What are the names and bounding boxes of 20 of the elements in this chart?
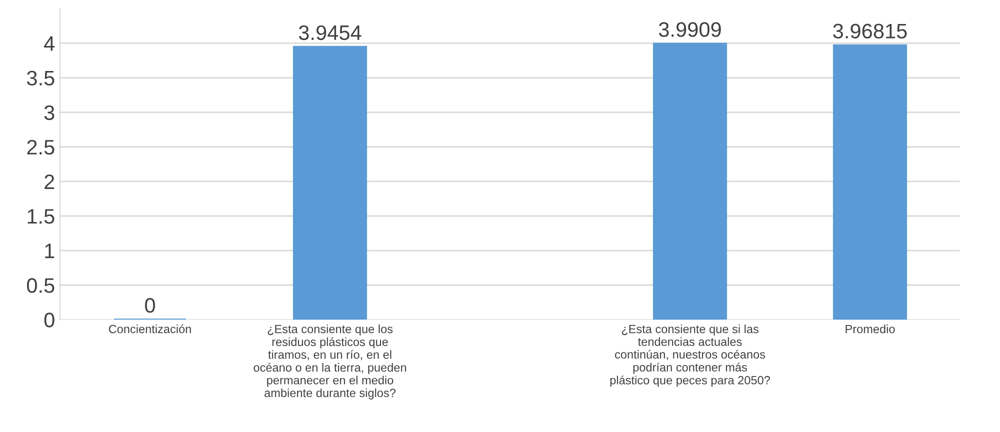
y-tick-label: 3.5 <box>26 70 54 86</box>
bar <box>652 42 728 320</box>
data-label: 3.96815 <box>833 24 907 39</box>
bar <box>292 46 368 320</box>
y-tick-label: 1.5 <box>28 209 54 224</box>
y-tick-label: 4 <box>44 36 55 51</box>
y-tick-label: 2 <box>44 174 54 189</box>
x-tick-label: Concientización <box>108 324 191 334</box>
bar <box>832 44 908 320</box>
y-tick-label: 3 <box>44 105 54 120</box>
x-tick-label: ¿Esta consiente que los residuos plásticos que tiramos, en un río, en el océano o en la tierra, pueden permanecer en el medio ambiente durante siglos? <box>254 324 406 400</box>
y-tick-label: 2.5 <box>27 140 54 155</box>
y-tick-label: 0.5 <box>26 278 54 293</box>
x-tick-label: ¿Esta consiente que si las tendencias actuales continúan, nuestros océanos podrían contener más plástico que peces para 2050? <box>610 324 770 387</box>
y-tick-label: 0 <box>44 312 54 328</box>
data-label: 3.9454 <box>298 25 362 40</box>
y-tick-label: 1 <box>45 244 54 258</box>
data-label: 0 <box>145 298 155 313</box>
x-tick-label: Promedio <box>846 324 895 334</box>
data-label: 3.9909 <box>658 22 721 37</box>
